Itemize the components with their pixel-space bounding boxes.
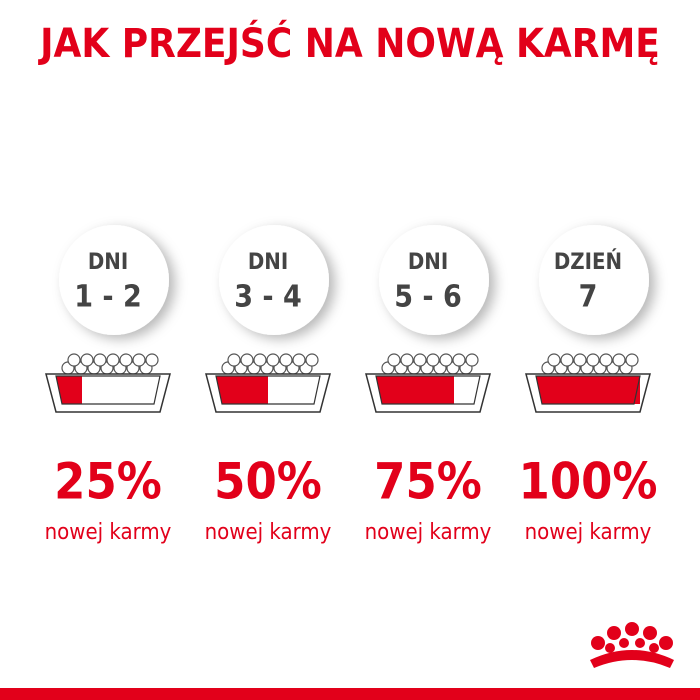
bowl-new-food xyxy=(536,376,640,404)
kibble xyxy=(413,353,427,367)
day-label: DNI xyxy=(88,250,128,275)
kibble xyxy=(292,353,306,367)
kibble xyxy=(599,353,613,367)
kibble xyxy=(119,353,133,367)
kibble xyxy=(560,353,574,367)
percent: 75% xyxy=(374,453,482,511)
day-circle xyxy=(59,225,169,335)
day-range: 5 - 6 xyxy=(394,280,462,315)
kibble xyxy=(465,353,479,367)
kibble xyxy=(253,353,267,367)
kibble xyxy=(625,353,639,367)
day-label: DZIEŃ xyxy=(554,249,622,275)
bowl-rim xyxy=(375,375,481,405)
percent: 100% xyxy=(519,453,658,511)
bowl-new-food xyxy=(56,376,82,404)
kibble xyxy=(145,353,159,367)
day-circle xyxy=(219,225,329,335)
step: DNI 1 - 2 25% nowej karmy xyxy=(45,225,172,545)
kibble xyxy=(240,353,254,367)
kibble xyxy=(573,353,587,367)
kibble xyxy=(227,353,241,367)
kibble xyxy=(93,353,107,367)
day-range: 1 - 2 xyxy=(74,280,142,315)
day-label: DNI xyxy=(248,250,288,275)
kibble xyxy=(400,353,414,367)
kibble xyxy=(439,353,453,367)
bowl-new-food xyxy=(376,376,454,404)
bowl-rim xyxy=(215,375,321,405)
bottom-bar xyxy=(0,688,700,700)
kibble xyxy=(266,353,280,367)
percent: 50% xyxy=(214,453,322,511)
day-range: 3 - 4 xyxy=(234,280,302,315)
bowl-rim xyxy=(55,375,161,405)
day-circle xyxy=(379,225,489,335)
kibble xyxy=(426,353,440,367)
logo xyxy=(590,622,674,668)
step: DNI 5 - 6 75% nowej karmy xyxy=(365,225,492,545)
kibble xyxy=(387,353,401,367)
title: JAK PRZEJŚĆ NA NOWĄ KARMĘ xyxy=(37,19,660,67)
caption: nowej karmy xyxy=(205,520,332,545)
step: DNI 3 - 4 50% nowej karmy xyxy=(205,225,332,545)
kibble xyxy=(547,353,561,367)
caption: nowej karmy xyxy=(525,520,652,545)
kibble xyxy=(106,353,120,367)
caption: nowej karmy xyxy=(365,520,492,545)
kibble xyxy=(586,353,600,367)
kibble xyxy=(279,353,293,367)
kibble xyxy=(132,353,146,367)
caption: nowej karmy xyxy=(45,520,172,545)
day-circle xyxy=(539,225,649,335)
bowl-new-food xyxy=(216,376,268,404)
bowl-rim xyxy=(535,375,641,405)
day-range: 7 xyxy=(579,280,598,315)
percent: 25% xyxy=(54,453,162,511)
steps: DNI 1 - 2 25% nowej karmy DNI 3 - 4 50% nowej k… xyxy=(45,225,658,545)
kibble xyxy=(612,353,626,367)
day-label: DNI xyxy=(408,250,448,275)
kibble xyxy=(67,353,81,367)
step: DZIEŃ 7 100% nowej karmy xyxy=(519,225,658,545)
kibble xyxy=(80,353,94,367)
kibble xyxy=(305,353,319,367)
kibble xyxy=(452,353,466,367)
